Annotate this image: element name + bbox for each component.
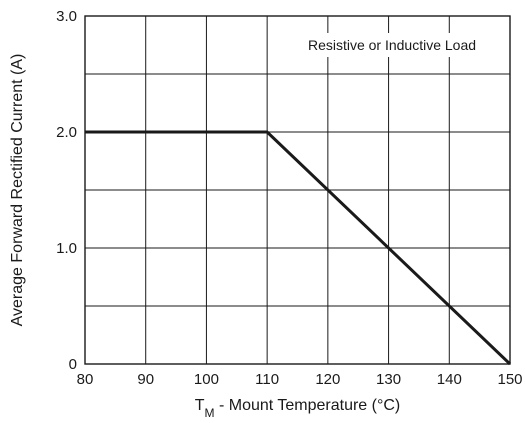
x-axis-title-subscript: M bbox=[205, 406, 215, 420]
x-axis-title: TM - Mount Temperature (°C) bbox=[195, 397, 401, 420]
x-tick-label: 140 bbox=[437, 371, 462, 388]
series-layer bbox=[85, 130, 512, 366]
grid bbox=[85, 16, 510, 364]
y-tick-label: 0 bbox=[69, 356, 77, 373]
x-tick-label: 150 bbox=[497, 371, 522, 388]
x-tick-label: 110 bbox=[255, 371, 279, 388]
y-tick-labels: 0 1.0 2.0 3.0 bbox=[56, 8, 77, 373]
x-tick-label: 120 bbox=[315, 371, 340, 388]
plot-frame bbox=[84, 15, 511, 365]
x-tick-label: 100 bbox=[194, 371, 219, 388]
x-axis-title-rest: - Mount Temperature (°C) bbox=[215, 397, 401, 414]
x-tick-label: 90 bbox=[137, 371, 154, 388]
y-axis-title: Average Forward Rectified Current (A) bbox=[9, 54, 26, 327]
x-axis-title-main: T bbox=[195, 397, 205, 414]
y-tick-label: 3.0 bbox=[56, 8, 77, 25]
y-tick-label: 2.0 bbox=[56, 124, 77, 141]
x-tick-label: 130 bbox=[376, 371, 401, 388]
derating-line bbox=[85, 130, 512, 366]
annotation-label: Resistive or Inductive Load bbox=[308, 37, 476, 53]
x-tick-label: 80 bbox=[77, 371, 94, 388]
y-tick-label: 1.0 bbox=[56, 240, 77, 257]
annotation-background bbox=[282, 33, 502, 57]
x-tick-labels: 80 90 100 110 120 130 140 150 bbox=[77, 371, 523, 388]
